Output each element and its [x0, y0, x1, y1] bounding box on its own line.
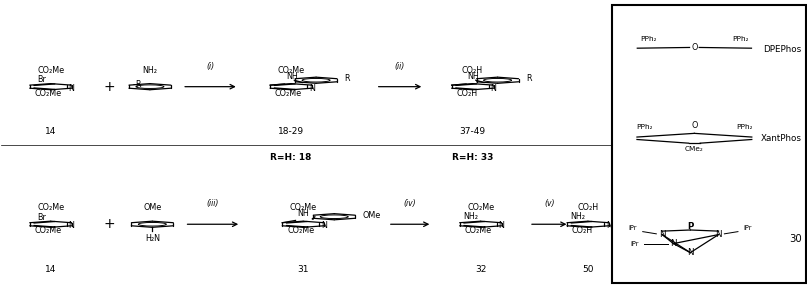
- Text: PPh₂: PPh₂: [736, 124, 753, 130]
- Text: OMe: OMe: [143, 203, 162, 212]
- Text: CO₂Me: CO₂Me: [35, 226, 61, 235]
- Text: CO₂Me: CO₂Me: [277, 66, 305, 75]
- Text: (iii): (iii): [207, 200, 219, 209]
- Text: R=H: 33: R=H: 33: [452, 153, 493, 162]
- Text: R=H: 18: R=H: 18: [271, 153, 312, 162]
- Text: CO₂Me: CO₂Me: [467, 203, 494, 212]
- Text: CO₂H: CO₂H: [462, 66, 483, 75]
- Text: 37-49: 37-49: [460, 127, 486, 136]
- Text: 31: 31: [297, 265, 309, 274]
- Text: PPh₂: PPh₂: [732, 36, 749, 42]
- Text: H₂N: H₂N: [145, 234, 160, 242]
- Text: NH₂: NH₂: [463, 212, 478, 221]
- Text: CO₂Me: CO₂Me: [287, 226, 314, 235]
- Text: NH: NH: [297, 209, 309, 218]
- Text: N: N: [687, 248, 693, 257]
- Text: +: +: [103, 217, 116, 231]
- Text: PPh₂: PPh₂: [636, 124, 652, 130]
- Text: CMe₂: CMe₂: [685, 146, 704, 152]
- Text: 32: 32: [475, 265, 486, 274]
- Text: R: R: [344, 74, 350, 83]
- Text: Br: Br: [37, 213, 46, 222]
- Text: iPr: iPr: [743, 225, 752, 231]
- Text: N: N: [659, 230, 665, 239]
- Text: N: N: [309, 84, 315, 93]
- Text: CO₂H: CO₂H: [572, 226, 593, 235]
- Text: CO₂Me: CO₂Me: [275, 88, 302, 98]
- Text: NH₂: NH₂: [142, 66, 158, 75]
- Text: N: N: [499, 221, 504, 230]
- Text: N: N: [69, 221, 74, 230]
- Text: PPh₂: PPh₂: [640, 36, 656, 42]
- Text: (ii): (ii): [395, 62, 405, 71]
- Text: Br: Br: [37, 75, 46, 84]
- Text: iPr: iPr: [629, 225, 638, 231]
- Text: N: N: [606, 221, 612, 230]
- Text: N: N: [322, 221, 327, 230]
- Text: XantPhos: XantPhos: [760, 134, 802, 143]
- Text: CO₂H: CO₂H: [578, 203, 599, 212]
- Text: CO₂Me: CO₂Me: [35, 88, 61, 98]
- Text: O: O: [691, 122, 697, 130]
- Text: P: P: [687, 222, 693, 231]
- Text: N: N: [490, 84, 496, 93]
- Text: 14: 14: [45, 127, 57, 136]
- Text: 18-29: 18-29: [278, 127, 304, 136]
- Text: NH: NH: [468, 72, 479, 81]
- Text: CO₂Me: CO₂Me: [289, 203, 317, 212]
- FancyBboxPatch shape: [612, 5, 806, 283]
- Text: O: O: [691, 43, 697, 52]
- Text: NH: NH: [286, 72, 298, 81]
- Text: R: R: [526, 74, 532, 83]
- Text: CO₂H: CO₂H: [457, 88, 478, 98]
- Text: CO₂Me: CO₂Me: [37, 66, 65, 75]
- Text: NH₂: NH₂: [570, 212, 586, 221]
- Text: N: N: [69, 84, 74, 93]
- Text: (v): (v): [544, 200, 554, 209]
- Text: DPEPhos: DPEPhos: [764, 45, 802, 54]
- Text: –R: –R: [133, 80, 142, 89]
- Text: CO₂Me: CO₂Me: [37, 203, 65, 212]
- Text: 30: 30: [789, 234, 802, 244]
- Text: (i): (i): [206, 62, 214, 71]
- Text: CO₂Me: CO₂Me: [465, 226, 491, 235]
- Text: +: +: [103, 80, 116, 94]
- Text: OMe: OMe: [363, 211, 381, 220]
- Text: N: N: [670, 239, 676, 248]
- Text: (iv): (iv): [404, 200, 416, 209]
- Text: 14: 14: [45, 265, 57, 274]
- Text: N: N: [715, 230, 722, 239]
- Text: 50: 50: [582, 265, 594, 274]
- Text: iPr: iPr: [630, 240, 639, 247]
